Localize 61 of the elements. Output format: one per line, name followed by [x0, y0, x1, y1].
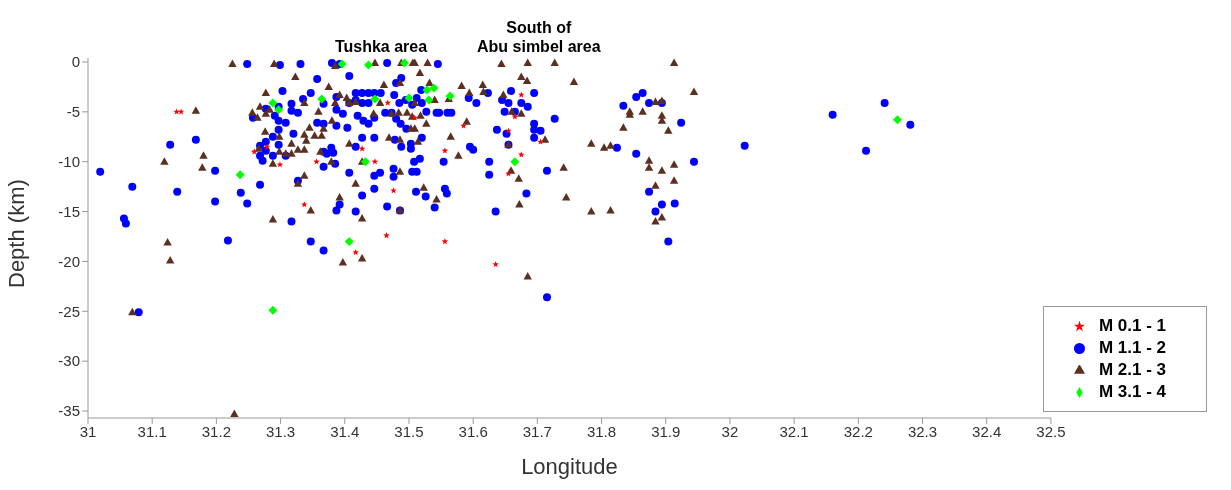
point [268, 98, 278, 108]
x-tick-label: 32.3 [907, 422, 938, 440]
x-tick-label: 32.2 [843, 422, 873, 440]
x-tick-label: 31.7 [522, 422, 552, 440]
x-tick-label: 31.6 [458, 422, 488, 440]
y-tick-label: -35 [58, 402, 80, 420]
point [505, 170, 512, 177]
x-tick-label: 31.3 [265, 422, 296, 440]
legend-label: M 3.1 - 4 [1098, 382, 1166, 401]
point [173, 108, 180, 115]
point [352, 249, 359, 256]
point [404, 93, 414, 103]
point [429, 83, 439, 93]
point [422, 85, 432, 95]
point [313, 158, 320, 165]
text: South of Abu simbel area [477, 19, 601, 55]
legend-label: M 2.1 - 3 [1098, 360, 1166, 379]
point [441, 238, 449, 245]
point [492, 261, 499, 268]
y-axis-title: Depth (km) [3, 179, 29, 288]
point [511, 113, 519, 120]
x-tick-label: 31.8 [586, 422, 617, 440]
text: Tushka area [334, 38, 428, 55]
legend-label: M 0.1 - 1 [1098, 316, 1166, 335]
point [370, 94, 380, 104]
point [460, 122, 467, 129]
point [390, 187, 397, 194]
point [235, 170, 245, 180]
point [263, 143, 271, 150]
point [268, 305, 278, 315]
point [892, 115, 902, 125]
point [358, 145, 366, 152]
x-tick-label: 31.5 [394, 422, 424, 440]
point [344, 236, 354, 246]
x-tick-label: 32.5 [1036, 422, 1066, 440]
x-tick-label: 31.1 [137, 422, 167, 440]
x-tick-label: 32.1 [779, 422, 809, 440]
point [364, 60, 374, 70]
y-tick-label: -20 [58, 252, 80, 270]
y-tick-label: 0 [71, 53, 80, 71]
point [441, 147, 449, 154]
x-tick-label: 32 [721, 422, 739, 440]
y-tick-label: -5 [66, 103, 80, 121]
y-tick-label: -15 [58, 202, 80, 220]
point [383, 232, 390, 239]
legend-label: M 1.1 - 2 [1098, 338, 1166, 357]
point [505, 127, 512, 134]
y-tick-label: -25 [58, 302, 80, 320]
x-tick-label: 31.9 [651, 422, 681, 440]
x-tick-label: 31 [79, 422, 97, 440]
point [274, 105, 284, 115]
x-tick-label: 31.2 [201, 422, 231, 440]
x-tick-label: 31.4 [330, 422, 360, 440]
point [510, 157, 520, 167]
point [424, 95, 434, 105]
x-axis-title: Longitude [521, 454, 618, 479]
y-tick-label: -30 [58, 352, 80, 370]
point [301, 201, 308, 208]
x-tick-label: 32.4 [972, 422, 1002, 440]
y-tick-label: -10 [58, 153, 80, 171]
point [317, 94, 327, 104]
